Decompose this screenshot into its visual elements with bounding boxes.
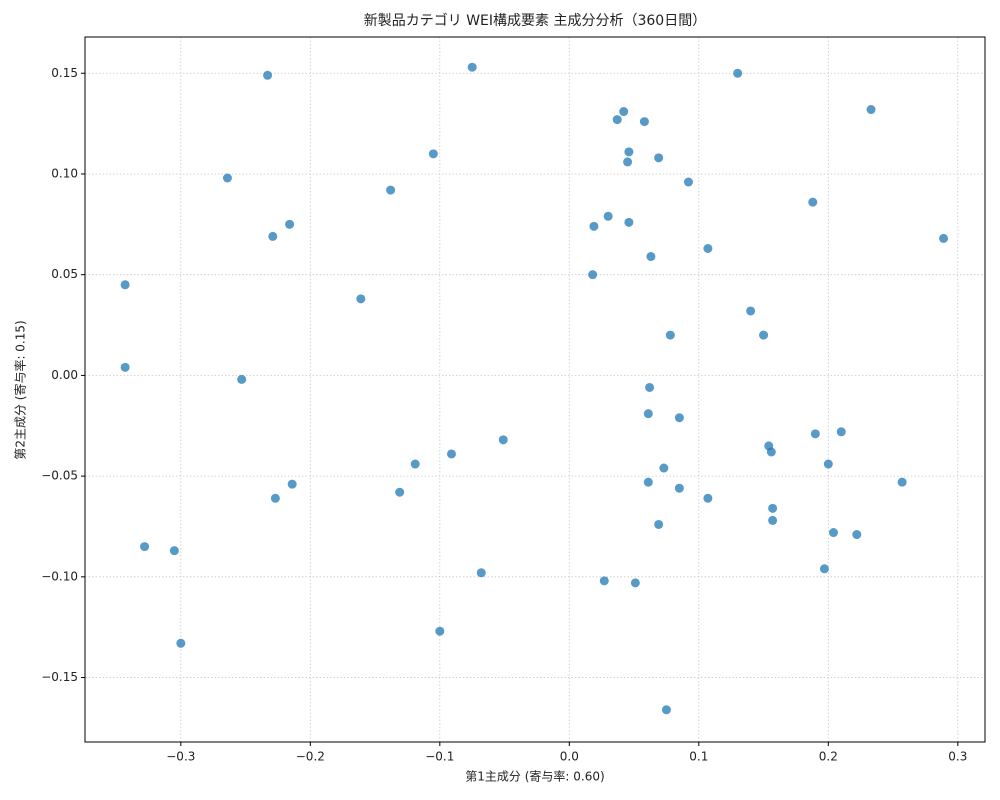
scatter-point: [169, 546, 179, 556]
scatter-point: [674, 413, 684, 423]
scatter-point: [746, 306, 756, 316]
plot-frame: [84, 36, 986, 743]
scatter-point: [630, 578, 640, 588]
x-tick-label: −0.3: [166, 750, 195, 764]
scatter-point: [176, 638, 186, 648]
scatter-point: [766, 447, 776, 457]
scatter-point: [285, 219, 295, 229]
scatter-point: [683, 177, 693, 187]
scatter-point: [476, 568, 486, 578]
chart-title: 新製品カテゴリ WEI構成要素 主成分分析（360日間）: [364, 12, 706, 29]
y-tick-label: 0.15: [51, 66, 78, 80]
scatter-point: [643, 477, 653, 487]
scatter-point: [661, 705, 671, 715]
scatter-point: [395, 487, 405, 497]
y-tick-label: −0.15: [41, 670, 78, 684]
scatter-point: [939, 233, 949, 243]
scatter-point: [703, 244, 713, 253]
scatter-point: [599, 576, 609, 586]
y-tick-label: −0.10: [41, 569, 78, 583]
scatter-point: [836, 427, 846, 437]
scatter-point: [410, 459, 420, 469]
scatter-point: [435, 626, 445, 636]
scatter-point: [498, 435, 508, 445]
scatter-point: [222, 173, 232, 183]
scatter-point: [624, 217, 634, 227]
scatter-point: [356, 294, 366, 304]
scatter-point: [819, 564, 829, 574]
scatter-point: [645, 382, 655, 392]
scatter-point: [659, 463, 669, 473]
x-tick-label: 0.2: [819, 750, 838, 764]
scatter-point: [643, 409, 653, 419]
x-tick-label: 0.0: [560, 750, 579, 764]
scatter-point: [810, 429, 820, 439]
scatter-point: [768, 515, 778, 525]
scatter-point: [237, 374, 247, 384]
scatter-point: [665, 330, 675, 340]
scatter-point: [428, 149, 438, 159]
x-tick-label: −0.2: [296, 750, 325, 764]
scatter-point: [624, 147, 634, 157]
y-tick-label: 0.00: [51, 368, 78, 382]
scatter-point: [646, 252, 656, 262]
scatter-point: [446, 449, 456, 459]
scatter-point: [639, 117, 649, 127]
scatter-point: [268, 231, 278, 241]
scatter-point: [828, 528, 838, 538]
scatter-point: [703, 493, 713, 503]
scatter-point: [120, 362, 130, 372]
x-tick-label: −0.1: [425, 750, 454, 764]
scatter-point: [623, 157, 633, 167]
scatter-point: [654, 519, 664, 529]
scatter-point: [808, 197, 818, 207]
scatter-point: [654, 153, 664, 163]
y-axis-label: 第2主成分 (寄与率: 0.15): [13, 320, 28, 459]
scatter-point: [140, 542, 150, 552]
scatter-point: [603, 211, 613, 221]
scatter-point: [589, 221, 599, 231]
scatter-point: [263, 70, 273, 80]
y-tick-label: 0.05: [51, 267, 78, 281]
x-axis-label: 第1主成分 (寄与率: 0.60): [465, 769, 604, 784]
scatter-point: [674, 483, 684, 493]
scatter-point: [768, 503, 778, 513]
scatter-point: [612, 115, 622, 125]
scatter-point: [120, 280, 130, 290]
scatter-point: [588, 270, 598, 280]
y-tick-label: 0.10: [51, 166, 78, 180]
scatter-point: [270, 493, 280, 503]
scatter-point: [619, 107, 629, 117]
y-tick-label: −0.05: [41, 469, 78, 483]
scatter-point: [467, 62, 477, 72]
scatter-point: [852, 530, 862, 540]
scatter-point: [733, 68, 743, 78]
scatter-point: [823, 459, 833, 469]
scatter-point: [866, 105, 876, 115]
x-tick-label: 0.3: [948, 750, 967, 764]
x-tick-label: 0.1: [689, 750, 708, 764]
scatter-point: [287, 479, 297, 489]
scatter-point: [897, 477, 907, 487]
scatter-point: [759, 330, 769, 340]
scatter-point: [386, 185, 396, 195]
